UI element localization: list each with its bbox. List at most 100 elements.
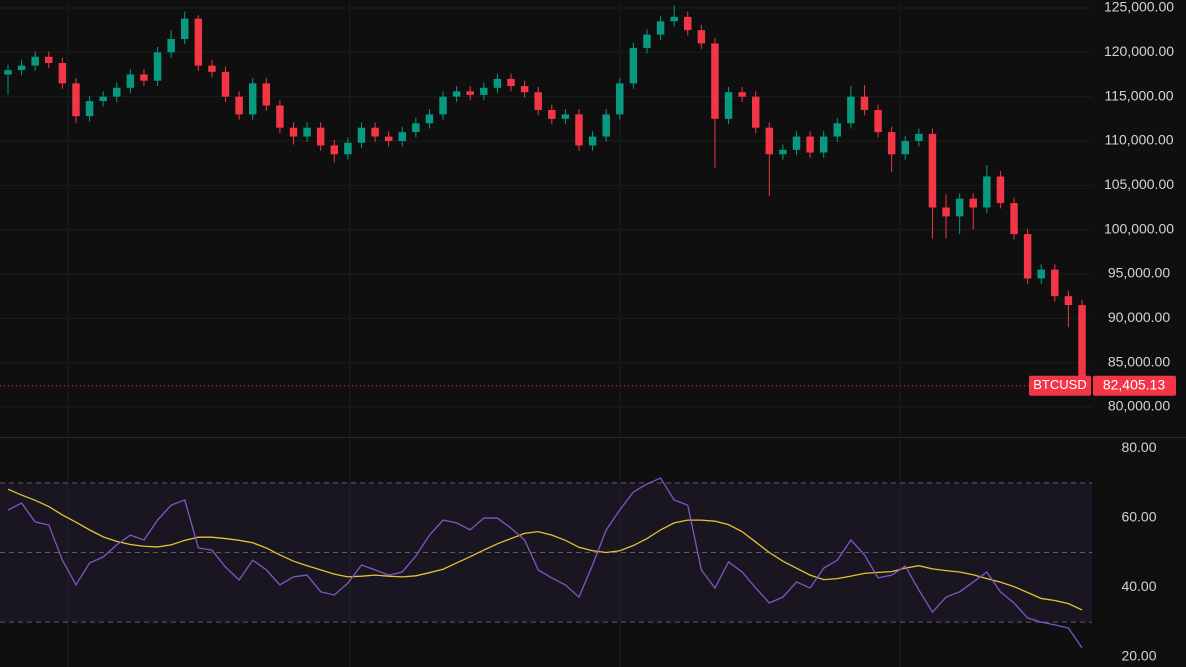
candle-body <box>684 16 692 31</box>
candle-body <box>466 91 474 95</box>
candle-body <box>235 96 243 115</box>
candle-body <box>31 56 39 66</box>
candle-body <box>983 176 991 208</box>
candle-body <box>860 96 869 110</box>
y-tick-label: 110,000.00 <box>1104 132 1173 148</box>
candle-body <box>140 74 148 81</box>
candle-body <box>751 96 760 128</box>
candle-body <box>534 92 542 110</box>
candle-body <box>480 87 488 95</box>
candle-body <box>194 18 203 66</box>
candle-body <box>1010 203 1018 235</box>
candle-body <box>412 123 420 133</box>
candle-body <box>452 91 461 97</box>
candle-body <box>670 16 678 22</box>
candle-body <box>99 96 107 102</box>
last-price-tag <box>1093 375 1176 396</box>
candle-body <box>425 114 434 124</box>
y-tick-label: 90,000.00 <box>1108 309 1170 325</box>
candle-body <box>357 127 366 143</box>
candle-body <box>493 78 502 88</box>
candle-body <box>1037 269 1045 279</box>
candle-body <box>765 127 774 155</box>
series-line <box>7 488 1083 611</box>
candle-body <box>942 207 950 217</box>
candle-body <box>262 83 271 106</box>
candle-body <box>180 18 189 40</box>
candle-body <box>72 83 80 117</box>
last-price-label: 82,405.13 <box>1103 376 1165 392</box>
candle-body <box>656 21 665 35</box>
candle-body <box>4 70 12 75</box>
candle-body <box>1023 234 1032 279</box>
symbol-label: BTCUSD <box>1033 377 1086 392</box>
candle-body <box>996 176 1005 204</box>
candle-body <box>915 133 923 141</box>
y-tick-label: 115,000.00 <box>1104 87 1173 103</box>
y-tick-label: 105,000.00 <box>1104 176 1174 192</box>
candle-body <box>439 96 447 115</box>
candle-body <box>520 86 529 93</box>
candle-body <box>561 114 570 119</box>
symbol-tag <box>1029 375 1091 396</box>
candle-body <box>384 136 393 141</box>
candle-body <box>629 47 638 84</box>
candle-body <box>792 136 801 150</box>
candle-body <box>738 92 746 97</box>
candle-body <box>833 123 842 137</box>
candle-body <box>316 127 325 146</box>
series-line <box>7 477 1083 649</box>
candle-body <box>153 52 162 81</box>
y-tick-label: 85,000.00 <box>1108 353 1170 369</box>
candle-body <box>398 132 406 141</box>
y-tick-label: 80,000.00 <box>1108 398 1170 414</box>
candle-body <box>507 78 515 87</box>
candle-body <box>276 105 284 128</box>
candle-body <box>85 101 94 117</box>
candle-body <box>847 96 855 124</box>
candle-body <box>221 71 230 97</box>
y-tick-label: 20.00 <box>1121 648 1156 664</box>
candle-body <box>126 74 135 88</box>
candle-body <box>45 56 53 63</box>
candle-body <box>248 83 257 115</box>
candle-body <box>887 132 896 155</box>
y-tick-label: 40.00 <box>1121 578 1156 594</box>
candle-body <box>113 87 121 97</box>
candle-body <box>724 92 733 119</box>
y-tick-label: 120,000.00 <box>1104 43 1174 59</box>
candle-body <box>344 142 352 155</box>
candle-body <box>955 198 964 217</box>
candle-body <box>643 34 651 48</box>
candle-body <box>969 198 977 208</box>
candle-body <box>575 114 583 146</box>
candle-body <box>588 136 597 146</box>
candle-body <box>330 145 339 155</box>
candle-body <box>371 127 379 137</box>
y-tick-label: 125,000.00 <box>1104 0 1174 15</box>
candle-body <box>616 83 624 115</box>
candle-body <box>928 133 937 208</box>
candle-body <box>548 109 556 119</box>
candle-body <box>1078 305 1086 386</box>
y-tick-label: 60.00 <box>1121 508 1156 524</box>
y-tick-label: 100,000.00 <box>1104 220 1174 236</box>
candle-body <box>901 140 910 155</box>
candle-body <box>17 65 26 71</box>
candle-body <box>289 127 298 137</box>
candle-body <box>303 127 311 137</box>
candle-body <box>58 62 67 84</box>
candle-body <box>1064 296 1073 306</box>
candle-body <box>1051 269 1059 297</box>
y-tick-label: 80.00 <box>1121 439 1156 455</box>
y-tick-label: 95,000.00 <box>1108 265 1170 281</box>
candle-body <box>167 39 175 53</box>
candle-body <box>874 109 882 133</box>
candle-body <box>779 149 787 155</box>
candle-body <box>602 114 610 137</box>
candle-body <box>697 30 706 44</box>
candle-body <box>819 136 828 153</box>
candle-body <box>711 43 719 119</box>
